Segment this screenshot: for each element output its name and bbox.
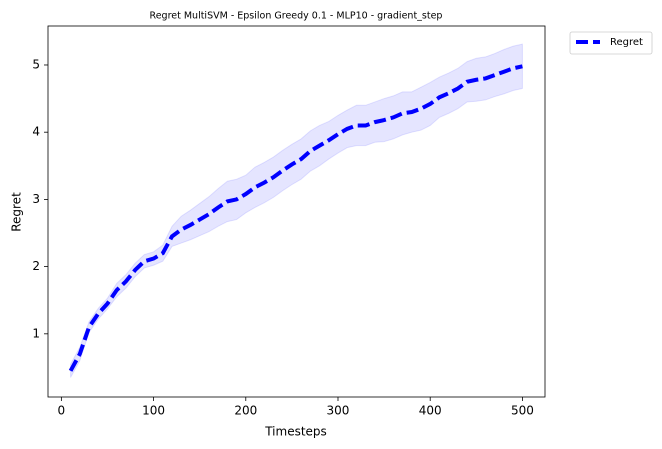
y-tick-label: 1 (32, 326, 40, 340)
y-tick-label: 5 (32, 57, 40, 71)
x-tick-label: 200 (234, 404, 257, 418)
x-tick-label: 300 (327, 404, 350, 418)
plot-area (68, 43, 523, 378)
y-tick-label: 3 (32, 192, 40, 206)
y-tick-label: 4 (32, 125, 40, 139)
y-tick-label: 2 (32, 259, 40, 273)
x-tick-label: 100 (142, 404, 165, 418)
series-line (68, 64, 523, 372)
legend-box (569, 31, 653, 55)
axes-frame (47, 25, 546, 398)
legend-label: Regret (610, 37, 643, 48)
x-tick-label: 500 (511, 404, 534, 418)
y-axis-label: Regret (10, 192, 24, 232)
x-tick-label: 400 (419, 404, 442, 418)
x-axis-label: Timesteps (264, 425, 327, 439)
x-tick-label: 0 (58, 404, 66, 418)
chart-title: Regret MultiSVM - Epsilon Greedy 0.1 - M… (150, 11, 443, 22)
legend: Regret (569, 31, 653, 55)
confidence-band (70, 43, 523, 378)
